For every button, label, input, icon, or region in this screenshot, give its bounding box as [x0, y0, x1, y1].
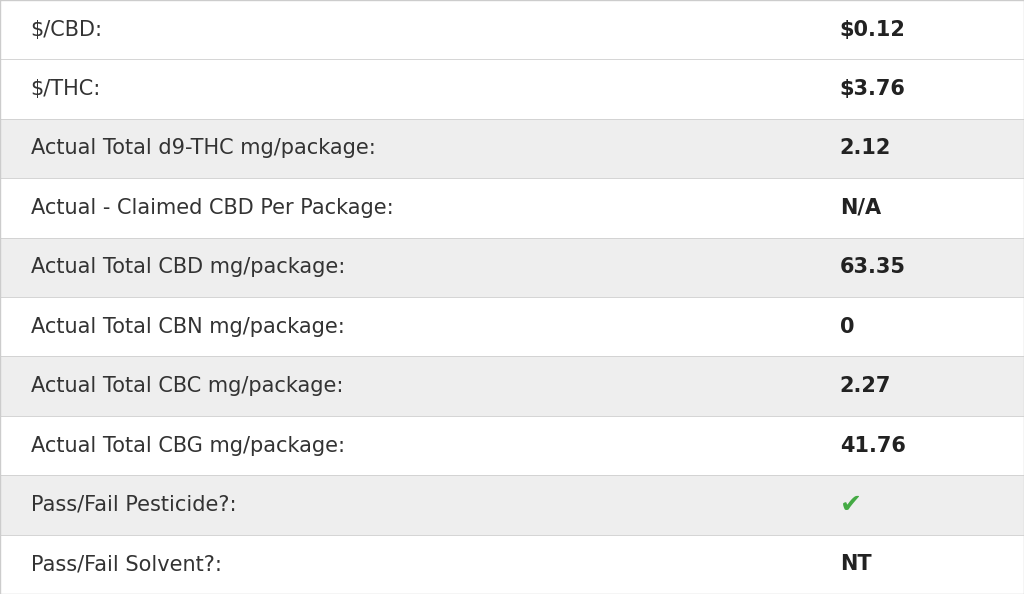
FancyBboxPatch shape [0, 356, 1024, 416]
Text: 63.35: 63.35 [840, 257, 905, 277]
FancyBboxPatch shape [0, 238, 1024, 297]
Text: Actual Total CBG mg/package:: Actual Total CBG mg/package: [31, 435, 345, 456]
Text: 2.27: 2.27 [840, 376, 891, 396]
Text: Pass/Fail Solvent?:: Pass/Fail Solvent?: [31, 554, 221, 574]
Text: $/THC:: $/THC: [31, 79, 101, 99]
Text: Actual Total d9-THC mg/package:: Actual Total d9-THC mg/package: [31, 138, 376, 159]
Text: Actual Total CBD mg/package:: Actual Total CBD mg/package: [31, 257, 345, 277]
Text: $0.12: $0.12 [840, 20, 905, 40]
Text: Actual - Claimed CBD Per Package:: Actual - Claimed CBD Per Package: [31, 198, 393, 218]
FancyBboxPatch shape [0, 59, 1024, 119]
FancyBboxPatch shape [0, 178, 1024, 238]
FancyBboxPatch shape [0, 119, 1024, 178]
Text: Actual Total CBN mg/package:: Actual Total CBN mg/package: [31, 317, 344, 337]
FancyBboxPatch shape [0, 475, 1024, 535]
Text: 41.76: 41.76 [840, 435, 905, 456]
Text: $/CBD:: $/CBD: [31, 20, 102, 40]
FancyBboxPatch shape [0, 535, 1024, 594]
FancyBboxPatch shape [0, 0, 1024, 59]
Text: Actual Total CBC mg/package:: Actual Total CBC mg/package: [31, 376, 343, 396]
Text: 2.12: 2.12 [840, 138, 891, 159]
FancyBboxPatch shape [0, 297, 1024, 356]
Text: $3.76: $3.76 [840, 79, 905, 99]
Text: NT: NT [840, 554, 871, 574]
Text: Pass/Fail Pesticide?:: Pass/Fail Pesticide?: [31, 495, 237, 515]
FancyBboxPatch shape [0, 416, 1024, 475]
Text: N/A: N/A [840, 198, 881, 218]
Text: 0: 0 [840, 317, 854, 337]
Text: ✔: ✔ [840, 492, 862, 518]
